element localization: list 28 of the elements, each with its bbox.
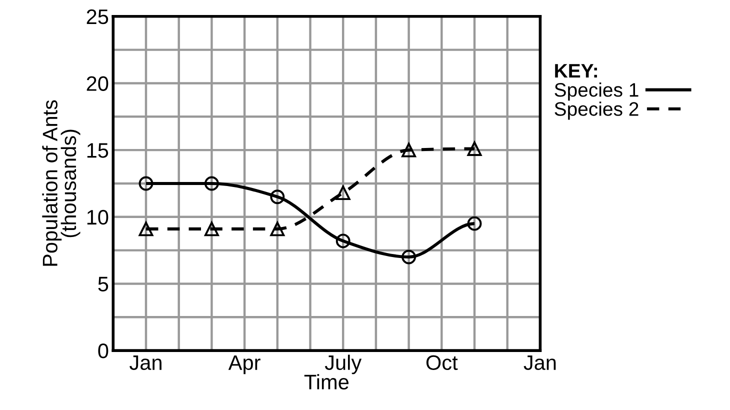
point — [402, 142, 416, 158]
x-tick-label: Oct — [426, 355, 458, 370]
point — [204, 176, 219, 191]
point — [270, 190, 285, 204]
legend-label: Species 2 — [554, 102, 638, 120]
point — [204, 222, 219, 236]
y-axis-title: Population of Ants (thousands) — [42, 100, 80, 266]
point — [270, 222, 285, 236]
x-tick-label: Apr — [228, 355, 260, 374]
point — [402, 250, 416, 264]
y-tick-label: 20 — [86, 76, 108, 91]
y-tick-label: 25 — [86, 9, 108, 24]
x-axis-title: Time — [304, 374, 349, 390]
x-tick-label: Jan — [130, 355, 162, 370]
legend-label: Species 1 — [554, 82, 638, 101]
point — [138, 222, 154, 236]
point — [138, 176, 154, 191]
point — [336, 186, 350, 200]
y-tick-label: 15 — [87, 143, 108, 158]
point — [336, 234, 350, 248]
point — [467, 142, 482, 156]
x-tick-label: Jan — [524, 355, 556, 370]
y-tick-label: 0 — [98, 344, 108, 358]
y-tick-label: 10 — [87, 210, 108, 225]
point — [467, 216, 482, 231]
x-tick-label: July — [324, 354, 362, 374]
y-tick-label: 5 — [98, 276, 108, 292]
legend-title: KEY: — [555, 64, 597, 78]
